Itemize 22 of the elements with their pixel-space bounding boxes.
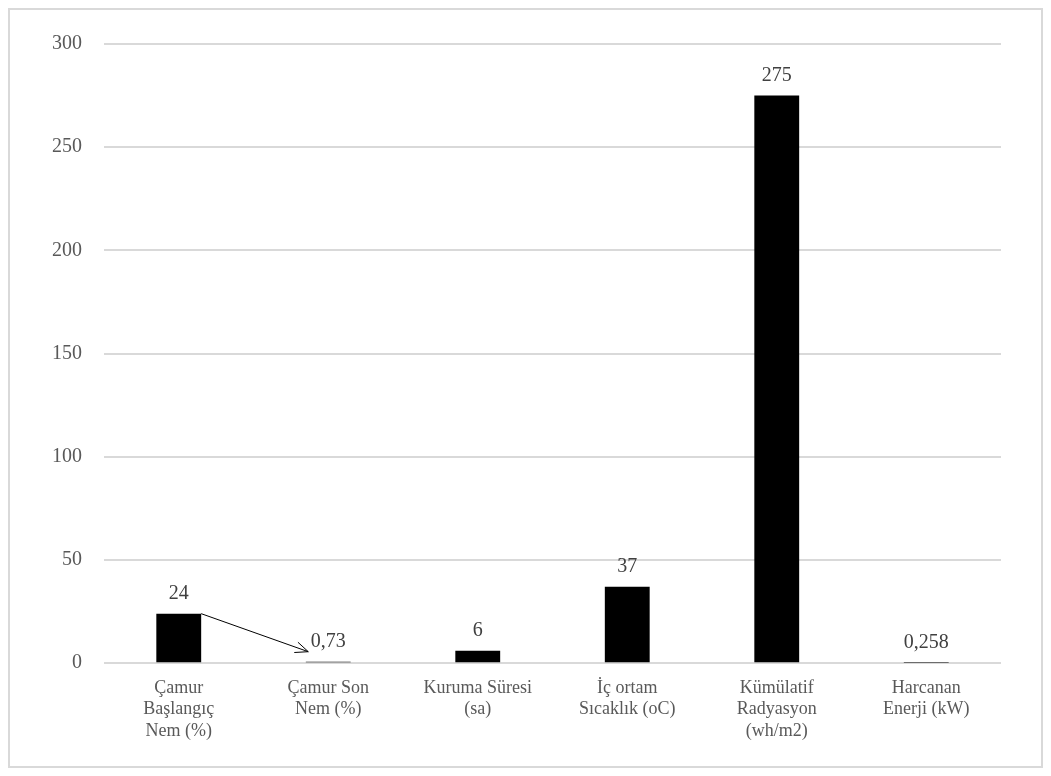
y-tick-label: 50 xyxy=(62,547,82,570)
data-label: 0,258 xyxy=(903,629,949,652)
y-tick-label: 250 xyxy=(52,134,82,157)
bar xyxy=(754,95,800,663)
x-tick-label: Çamur Son Nem (%) xyxy=(287,676,370,720)
y-tick-label: 150 xyxy=(52,340,82,363)
bar xyxy=(455,650,501,663)
y-tick-label: 0 xyxy=(72,650,82,673)
x-tick-label: Çamur Başlangıç Nem (%) xyxy=(143,676,215,741)
bar xyxy=(604,586,650,663)
data-label: 6 xyxy=(472,618,483,641)
data-label: 0,73 xyxy=(310,628,346,651)
data-label: 24 xyxy=(168,580,189,603)
x-tick-label: Kuruma Süresi (sa) xyxy=(423,676,532,720)
y-tick-label: 200 xyxy=(52,237,82,260)
data-label: 275 xyxy=(761,62,792,85)
data-label: 37 xyxy=(617,554,638,577)
y-tick-label: 300 xyxy=(52,31,82,54)
y-tick-label: 100 xyxy=(52,444,82,467)
x-tick-label: Kümülatif Radyasyon (wh/m2) xyxy=(736,676,817,741)
x-tick-label: Harcanan Enerji (kW) xyxy=(883,676,970,720)
x-tick-label: İç ortam Sıcaklık (oC) xyxy=(579,676,676,720)
